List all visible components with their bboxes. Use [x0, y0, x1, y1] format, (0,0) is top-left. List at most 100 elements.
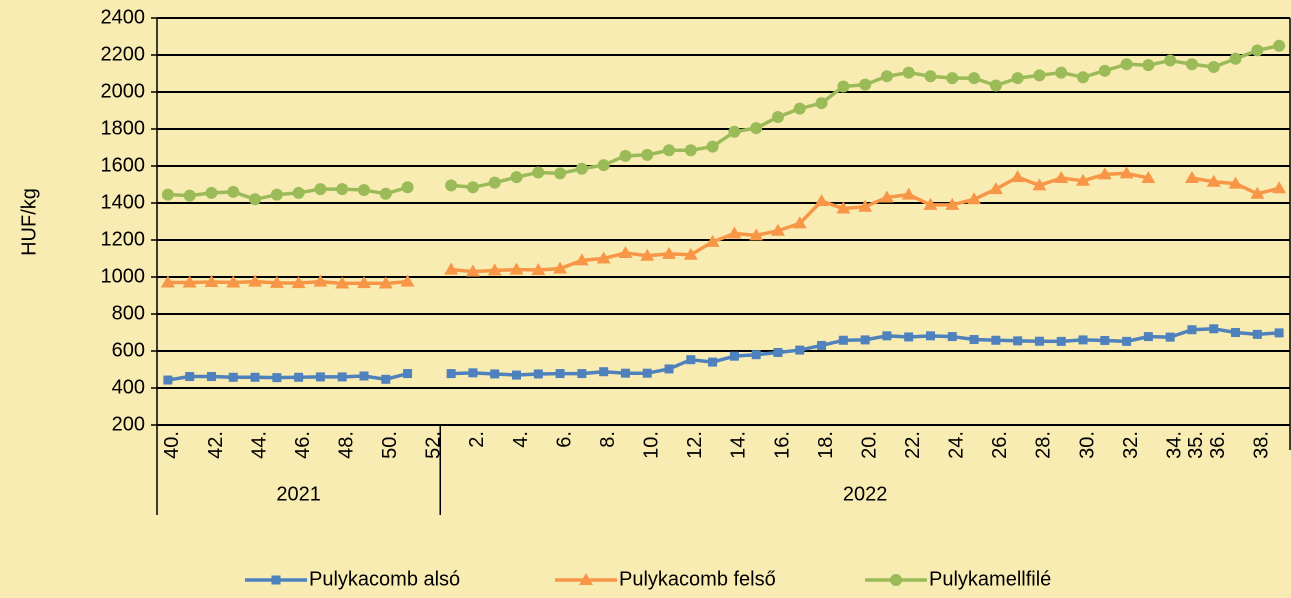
marker — [271, 575, 281, 585]
marker — [509, 262, 524, 275]
marker — [579, 573, 593, 585]
x-tick-label: 38. — [1251, 431, 1273, 459]
marker — [1274, 328, 1284, 338]
marker — [183, 189, 196, 202]
marker — [403, 369, 413, 379]
x-tick-label: 2. — [466, 431, 488, 448]
marker — [335, 276, 350, 289]
marker — [1251, 44, 1264, 57]
marker — [879, 190, 894, 203]
legend-label: Pulykamellfilé — [929, 568, 1051, 590]
marker — [555, 369, 565, 379]
marker — [597, 159, 610, 172]
marker — [1078, 335, 1088, 345]
marker — [750, 122, 763, 135]
group-label: 2022 — [843, 483, 888, 505]
marker — [924, 70, 937, 83]
x-tick-label: 46. — [292, 431, 314, 459]
x-tick-label: 18. — [815, 431, 837, 459]
marker — [1011, 72, 1024, 85]
marker — [381, 374, 391, 384]
marker — [1164, 54, 1177, 67]
marker — [512, 370, 522, 380]
marker — [1122, 336, 1132, 346]
marker — [1209, 324, 1219, 334]
marker — [1231, 328, 1241, 337]
marker — [1054, 171, 1069, 184]
marker — [227, 185, 240, 198]
marker — [294, 372, 304, 382]
y-tick-label: 1200 — [101, 228, 146, 250]
marker — [664, 364, 674, 374]
y-tick-label: 600 — [112, 339, 145, 361]
marker — [969, 335, 979, 345]
marker — [248, 274, 263, 287]
x-tick-label: 24. — [946, 431, 968, 459]
marker — [1098, 64, 1111, 77]
y-tick-label: 200 — [112, 413, 145, 435]
marker — [642, 368, 652, 378]
x-tick-label: 16. — [771, 431, 793, 459]
marker — [357, 184, 370, 197]
marker — [618, 245, 633, 258]
x-tick-label: 8. — [597, 431, 619, 448]
marker — [1032, 178, 1047, 191]
marker — [204, 274, 219, 287]
marker — [185, 372, 195, 382]
marker — [554, 167, 567, 180]
marker — [1055, 66, 1068, 79]
marker — [795, 345, 805, 355]
y-tick-label: 1400 — [101, 191, 146, 213]
marker — [1206, 174, 1221, 187]
marker — [708, 357, 718, 367]
marker — [444, 262, 459, 275]
marker — [206, 372, 216, 382]
marker — [991, 335, 1001, 345]
marker — [902, 66, 915, 79]
marker — [599, 367, 609, 377]
marker — [1056, 336, 1066, 346]
marker — [814, 194, 829, 207]
y-axis-label: HUF/kg — [18, 188, 40, 256]
marker — [1119, 166, 1134, 179]
marker — [817, 340, 827, 350]
marker — [553, 261, 568, 274]
marker — [336, 183, 349, 196]
marker — [662, 246, 677, 259]
marker — [770, 223, 785, 236]
legend-label: Pulykacomb felső — [619, 568, 776, 590]
x-tick-label: 34. — [1163, 431, 1185, 459]
marker — [205, 186, 218, 199]
marker — [1250, 186, 1265, 199]
marker — [619, 149, 632, 162]
y-tick-label: 2400 — [101, 6, 146, 28]
x-tick-label: 50. — [379, 431, 401, 459]
marker — [1142, 59, 1155, 72]
marker — [292, 186, 305, 199]
marker — [751, 350, 761, 360]
marker — [161, 188, 174, 201]
marker — [249, 193, 262, 206]
marker — [270, 188, 283, 201]
marker — [1143, 332, 1153, 342]
marker — [314, 183, 327, 196]
x-tick-label: 20. — [858, 431, 880, 459]
marker — [792, 216, 807, 229]
marker — [793, 102, 806, 115]
marker — [596, 251, 611, 264]
marker — [1120, 58, 1133, 71]
marker — [1184, 171, 1199, 184]
marker — [880, 70, 893, 83]
marker — [490, 369, 500, 379]
x-tick-label: 10. — [641, 431, 663, 459]
marker — [378, 276, 393, 289]
marker — [1100, 335, 1110, 345]
x-tick-label: 14. — [728, 431, 750, 459]
x-tick-label: 35. — [1185, 431, 1207, 459]
marker — [838, 335, 848, 345]
marker — [1097, 167, 1112, 180]
x-tick-label: 28. — [1033, 431, 1055, 459]
marker — [400, 274, 415, 287]
marker — [272, 373, 282, 383]
marker — [1076, 173, 1091, 186]
